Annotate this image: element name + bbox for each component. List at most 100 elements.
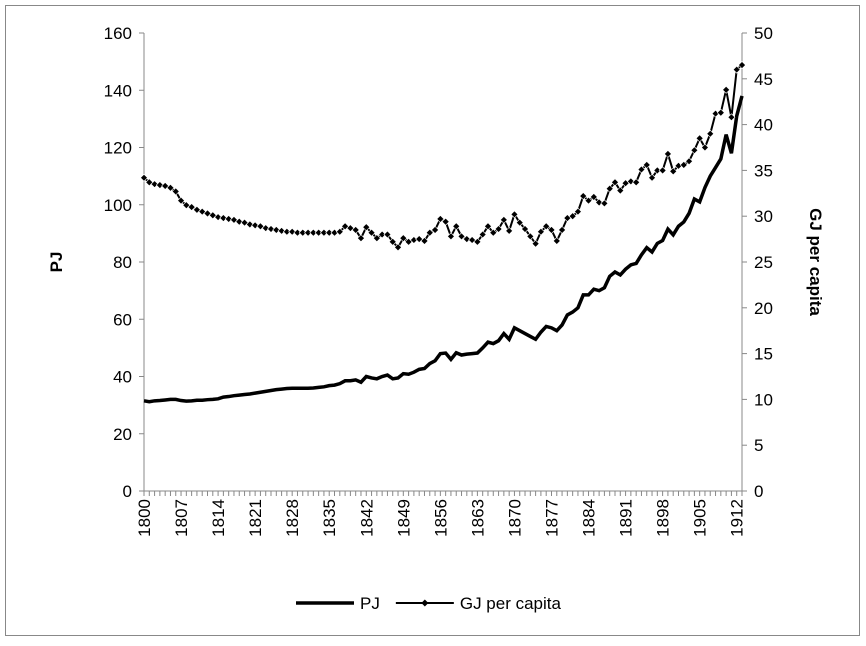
point-marker <box>282 227 291 236</box>
point-marker <box>399 234 408 243</box>
point-marker <box>589 193 598 201</box>
x-tick-label: 1877 <box>542 499 561 537</box>
point-marker <box>177 196 185 205</box>
point-marker <box>372 234 381 243</box>
x-tick-label: 1912 <box>728 499 747 537</box>
y-tick-label: 120 <box>104 139 132 158</box>
x-tick-label: 1905 <box>691 499 710 537</box>
y-tick-label: 20 <box>113 425 132 444</box>
point-marker <box>378 230 387 239</box>
point-marker <box>738 61 746 69</box>
point-marker <box>626 177 635 186</box>
point-marker <box>663 149 672 158</box>
point-marker <box>357 234 365 243</box>
x-tick-label: 1807 <box>172 499 191 537</box>
point-marker <box>484 222 492 231</box>
point-marker <box>288 227 297 236</box>
point-marker <box>478 230 487 239</box>
x-tick-label: 1842 <box>357 499 376 537</box>
point-marker <box>187 203 196 211</box>
point-marker <box>304 228 312 237</box>
y2-tick-label: 20 <box>754 299 773 318</box>
y2-axis-title: GJ per capita <box>806 208 825 316</box>
x-tick-label: 1821 <box>246 499 265 537</box>
point-marker <box>150 180 159 189</box>
point-marker <box>685 157 694 166</box>
x-tick-label: 1863 <box>468 499 487 537</box>
point-marker <box>309 228 318 237</box>
point-marker <box>653 166 662 175</box>
point-marker <box>261 224 270 233</box>
y2-tick-label: 15 <box>754 345 773 364</box>
y2-tick-label: 10 <box>754 390 773 409</box>
point-marker <box>457 232 466 241</box>
point-marker <box>166 183 175 192</box>
x-tick-label: 1898 <box>654 499 673 537</box>
point-marker <box>230 215 238 224</box>
y-tick-label: 60 <box>113 310 132 329</box>
series-line <box>143 95 744 404</box>
point-marker <box>547 226 556 234</box>
point-marker <box>722 85 731 94</box>
point-marker <box>732 65 741 74</box>
point-marker <box>224 215 233 223</box>
point-marker <box>362 223 371 232</box>
point-marker <box>505 226 514 235</box>
x-tick-label: 1870 <box>505 499 524 537</box>
point-marker <box>388 237 397 246</box>
point-marker <box>579 192 588 200</box>
y-tick-label: 140 <box>104 81 132 100</box>
y-axis-title: PJ <box>47 252 66 273</box>
point-marker <box>367 228 376 237</box>
point-marker <box>648 173 656 182</box>
y-tick-label: 40 <box>113 368 132 387</box>
point-marker <box>447 232 455 241</box>
point-marker <box>658 166 667 175</box>
point-marker <box>695 134 704 143</box>
point-marker <box>267 225 275 233</box>
point-marker <box>701 143 709 152</box>
y2-tick-label: 0 <box>754 482 763 501</box>
point-marker <box>431 226 439 234</box>
point-marker <box>245 220 254 229</box>
point-marker <box>494 225 503 233</box>
point-marker <box>420 237 429 245</box>
x-tick-label: 1835 <box>320 499 339 537</box>
point-marker <box>155 181 164 189</box>
point-marker <box>383 230 392 239</box>
point-marker <box>600 199 609 208</box>
point-marker <box>558 226 566 234</box>
point-marker <box>320 228 328 237</box>
x-tick-label: 1828 <box>283 499 302 537</box>
y-tick-label: 80 <box>113 253 132 272</box>
point-marker <box>679 160 688 169</box>
y2-tick-label: 40 <box>754 116 773 135</box>
point-marker <box>462 235 471 244</box>
point-marker <box>214 213 223 222</box>
point-marker <box>394 243 402 252</box>
y2-tick-label: 5 <box>754 436 763 455</box>
point-marker <box>616 186 625 195</box>
point-marker <box>669 167 678 176</box>
point-marker <box>441 217 450 226</box>
point-marker <box>473 237 482 246</box>
point-marker <box>298 228 307 237</box>
point-marker <box>542 222 551 231</box>
y2-tick-label: 45 <box>754 70 773 89</box>
point-marker <box>335 227 344 236</box>
point-marker <box>690 146 699 155</box>
point-marker <box>568 212 577 221</box>
point-marker <box>515 218 524 227</box>
y2-tick-label: 30 <box>754 207 773 226</box>
x-tick-label: 1800 <box>135 499 154 537</box>
y-tick-label: 160 <box>104 24 132 43</box>
x-tick-label: 1891 <box>617 499 636 537</box>
point-marker <box>277 226 286 235</box>
point-marker <box>632 178 641 187</box>
point-marker <box>171 187 180 196</box>
x-tick-label: 1856 <box>431 499 450 537</box>
point-marker <box>637 165 646 174</box>
point-marker <box>727 113 736 122</box>
point-marker <box>499 215 508 224</box>
